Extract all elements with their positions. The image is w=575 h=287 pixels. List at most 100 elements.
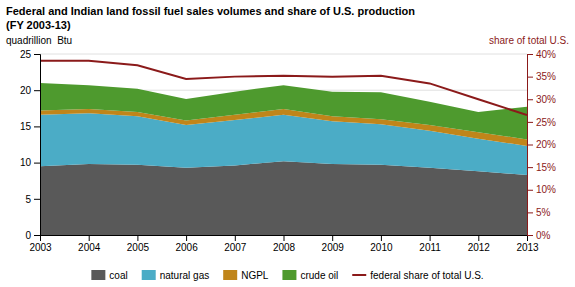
tick-label: 2007	[224, 242, 247, 253]
line	[40, 61, 527, 115]
tick-mark	[34, 163, 40, 164]
tick-label: 35%	[536, 71, 556, 82]
tick-label: 10	[20, 157, 32, 168]
tick: 2003	[29, 235, 52, 253]
marks	[40, 61, 527, 235]
tick-mark	[137, 235, 138, 241]
tick-mark	[381, 235, 382, 241]
legend-item: natural gas	[142, 270, 209, 281]
tick: 5	[25, 194, 40, 205]
tick-label: 2003	[29, 242, 52, 253]
legend-label: crude oil	[300, 270, 338, 281]
axis-line	[34, 55, 41, 236]
tick: 20	[20, 85, 40, 96]
tick-label: 0	[25, 230, 31, 241]
tick-label: 2013	[516, 242, 539, 253]
tick-mark	[332, 235, 333, 241]
tick: 2011	[419, 235, 441, 253]
legend-label: federal share of total U.S.	[370, 270, 483, 281]
tick-label: 30%	[536, 94, 556, 105]
legend-label: coal	[109, 270, 127, 281]
y2-axis: 0% 5% 10% 15% 20% 25% 30% 35% 40%	[527, 49, 556, 241]
tick-label: 25%	[536, 117, 556, 128]
legend: coal natural gas NGPL crude oil federal shar…	[91, 270, 483, 281]
tick: 0%	[527, 230, 551, 241]
tick-label: 25	[20, 49, 32, 60]
tick-label: 20	[20, 85, 32, 96]
grid	[40, 54, 527, 235]
subtitle: (FY 2003-13)	[6, 19, 71, 31]
tick-mark	[235, 235, 236, 241]
tick-mark	[527, 145, 533, 146]
tick: 10%	[527, 184, 556, 195]
tick-label: 15%	[536, 162, 556, 173]
tick-label: 15	[20, 121, 32, 132]
legend-item: crude oil	[282, 270, 338, 281]
tick-label: 2008	[273, 242, 296, 253]
tick: 2010	[370, 235, 393, 253]
grid-line	[40, 54, 527, 55]
chart: 2003200420052006200720082009201020112012…	[0, 0, 575, 287]
tick-label: 5%	[536, 207, 551, 218]
tick-label: 0%	[536, 230, 551, 241]
legend-swatch	[282, 270, 296, 280]
tick-label: 40%	[536, 49, 556, 60]
tick-mark	[34, 126, 40, 127]
tick: 5%	[527, 207, 551, 218]
tick: 2008	[273, 235, 296, 253]
tick: 10	[20, 157, 40, 168]
tick: 30%	[527, 94, 556, 105]
tick-mark	[34, 235, 40, 236]
axis-line	[528, 55, 534, 236]
y-axis: 0 5 10 15 20 25	[20, 49, 41, 241]
legend-item: federal share of total U.S.	[352, 270, 483, 281]
plot-area: 2003200420052006200720082009201020112012…	[20, 49, 556, 253]
tick-mark	[478, 235, 479, 241]
tick-mark	[34, 54, 40, 55]
tick-label: 2011	[419, 242, 441, 253]
legend-swatch	[91, 270, 105, 280]
title: Federal and Indian land fossil fuel sale…	[6, 5, 415, 17]
tick: 40%	[527, 49, 556, 60]
tick-label: 2012	[468, 242, 491, 253]
tick: 0	[25, 230, 40, 241]
tick: 25%	[527, 117, 556, 128]
tick-mark	[527, 167, 533, 168]
tick: 2004	[78, 235, 101, 253]
tick-mark	[430, 235, 431, 241]
tick: 15%	[527, 162, 556, 173]
tick-label: 5	[25, 194, 31, 205]
tick-label: 2009	[322, 242, 345, 253]
tick: 2007	[224, 235, 247, 253]
tick-mark	[527, 77, 533, 78]
legend-swatch	[223, 270, 237, 280]
tick: 15	[20, 121, 40, 132]
legend-swatch	[142, 270, 156, 280]
axis-line	[41, 236, 528, 242]
area	[40, 161, 527, 235]
tick-label: 2006	[175, 242, 198, 253]
tick-mark	[34, 90, 40, 91]
tick-label: 2004	[78, 242, 101, 253]
x-axis: 2003 2004 2005 2006 2007 2008 2009 2010 2011 2012…	[29, 235, 539, 253]
tick-mark	[89, 235, 90, 241]
tick: 2012	[468, 235, 491, 253]
tick: 35%	[527, 71, 556, 82]
tick-mark	[527, 235, 533, 236]
legend-swatch	[352, 274, 366, 276]
tick-label: 2010	[370, 242, 393, 253]
legend-label: NGPL	[241, 270, 269, 281]
tick-label: 10%	[536, 184, 556, 195]
tick: 20%	[527, 139, 556, 150]
tick-mark	[527, 54, 533, 55]
tick-mark	[34, 199, 40, 200]
tick: 25	[20, 49, 40, 60]
tick-mark	[527, 122, 533, 123]
y-axis-label: quadrillion Btu	[6, 35, 72, 46]
tick-label: 2005	[127, 242, 150, 253]
tick-mark	[284, 235, 285, 241]
tick-mark	[186, 235, 187, 241]
legend-item: coal	[91, 270, 127, 281]
tick-label: 20%	[536, 139, 556, 150]
legend-label: natural gas	[160, 270, 209, 281]
